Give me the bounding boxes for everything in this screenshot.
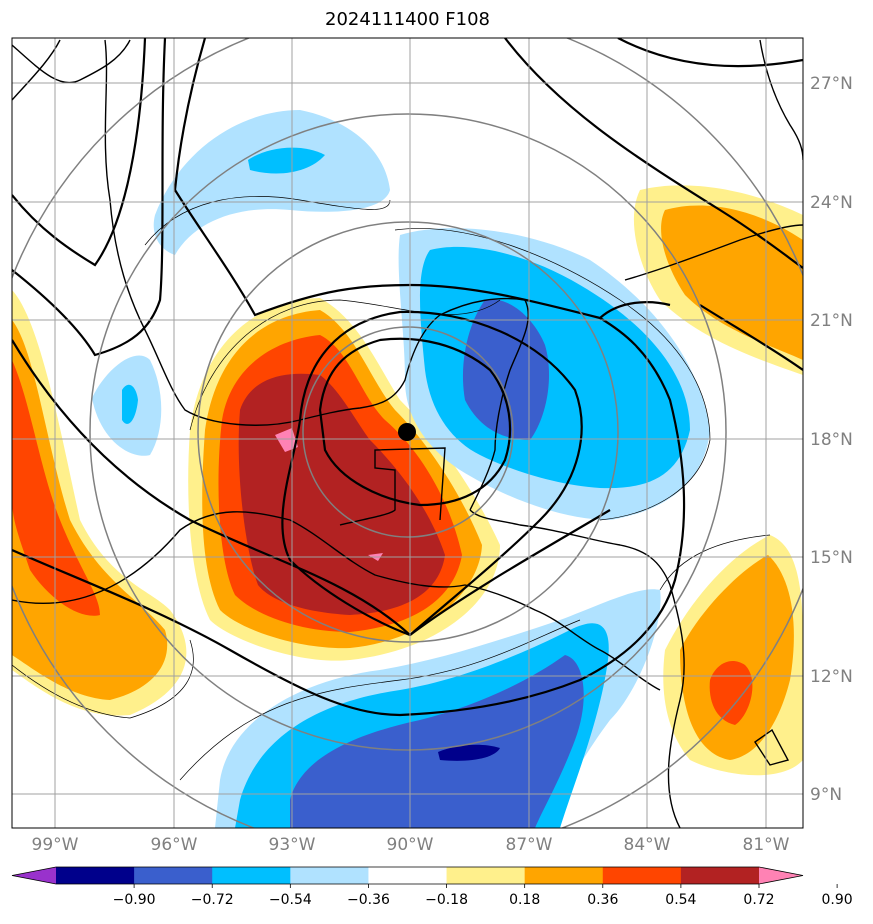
west-negative-036 <box>122 384 138 424</box>
pacific-coast <box>12 511 661 691</box>
lat-tick-label: 9°N <box>810 785 842 805</box>
lon-tick-label: 90°W <box>387 835 434 855</box>
colorbar-segment <box>212 867 291 884</box>
north-mexico-border <box>12 39 61 101</box>
thin-contours <box>12 196 771 781</box>
colorbar-tick-label: −0.36 <box>347 892 390 908</box>
chart-title: 2024111400 F108 <box>325 9 490 30</box>
lon-tick-label: 99°W <box>32 835 79 855</box>
range-ring <box>197 221 619 643</box>
height-contour <box>281 310 583 637</box>
positive-anomaly-max <box>275 428 383 561</box>
east-negative-054 <box>462 299 550 440</box>
lon-tick-label: 96°W <box>151 835 198 855</box>
thin-contour-line <box>189 299 501 431</box>
colorbar-segment <box>446 867 526 884</box>
texas-coast <box>12 39 131 84</box>
gridlines <box>12 38 803 828</box>
colorbar-segment <box>602 867 682 884</box>
thin-contour-line <box>12 639 194 719</box>
colorbar-segment <box>524 867 604 884</box>
north-negative-018 <box>153 110 390 255</box>
range-ring <box>89 113 727 751</box>
colorbar-outline <box>11 866 804 885</box>
mexico-gulf-coast <box>104 39 526 426</box>
lat-tick-label: 27°N <box>810 74 853 94</box>
guatemala-border <box>339 447 446 526</box>
range-ring <box>302 326 514 538</box>
coastlines <box>12 39 803 828</box>
height-contour <box>12 339 611 637</box>
colorbar-tick-label: −0.54 <box>269 892 312 908</box>
anomaly-shading <box>12 110 803 828</box>
lon-tick-label: 81°W <box>743 835 790 855</box>
thin-contour-line <box>179 619 581 781</box>
colorbar-tick-label: 0.72 <box>743 892 774 908</box>
height-contour <box>173 38 207 191</box>
colorbar-tick-label: 0.18 <box>509 892 540 908</box>
colorbar-tick-label: 0.36 <box>587 892 618 908</box>
lat-tick-label: 21°N <box>810 311 853 331</box>
height-contour <box>699 304 803 371</box>
colorbar-segment <box>134 867 213 884</box>
lat-tick-label: 24°N <box>810 193 853 213</box>
lon-labels: 99°W 96°W 93°W 90°W 87°W 84°W 81°W <box>32 835 790 855</box>
colorbar-extend-high <box>759 867 803 884</box>
colorbar-extend-low <box>12 867 56 884</box>
colorbar-segment <box>368 867 448 884</box>
lon-tick-label: 93°W <box>269 835 316 855</box>
map-frame <box>11 37 804 829</box>
height-contour <box>504 38 803 269</box>
lon-tick-label: 84°W <box>624 835 671 855</box>
yucatan-coast <box>469 299 529 511</box>
map-area <box>12 38 803 828</box>
colorbar-tick-label: 0.54 <box>665 892 696 908</box>
south-negative-072 <box>438 744 500 761</box>
lat-tick-label: 15°N <box>810 548 853 568</box>
lat-labels: 27°N 24°N 21°N 18°N 15°N 12°N 9°N <box>810 74 853 805</box>
height-contour <box>12 38 147 267</box>
colorbar-segment <box>290 867 369 884</box>
south-negative-054 <box>290 655 584 828</box>
ne-positive-054 <box>661 205 803 360</box>
colorbar-tick-label: 0.90 <box>822 892 853 908</box>
height-contour <box>12 317 686 717</box>
colorbar-tick-label: −0.72 <box>191 892 234 908</box>
colorbar-segment <box>680 867 760 884</box>
north-negative-036 <box>248 147 325 174</box>
height-contour <box>318 337 512 507</box>
colorbar-tick-label: −0.18 <box>425 892 468 908</box>
lon-tick-label: 87°W <box>506 835 553 855</box>
caribbean-coast <box>469 509 685 828</box>
se-positive-054 <box>680 555 794 760</box>
colorbar: −0.90 −0.72 −0.54 −0.36 −0.18 0.18 0.36 0.54 0.7… <box>11 866 853 908</box>
thin-contour-line <box>144 196 391 246</box>
west-positive-054 <box>12 320 168 700</box>
florida-coast <box>759 39 803 161</box>
se-positive-072 <box>709 660 753 725</box>
cuba-coast <box>624 224 803 281</box>
height-contour <box>174 189 671 320</box>
west-positive-072 <box>12 360 100 616</box>
height-contours <box>12 38 803 717</box>
height-contour <box>617 38 803 68</box>
range-rings <box>12 38 803 828</box>
storm-center-marker <box>398 423 416 441</box>
lat-tick-label: 12°N <box>810 667 853 687</box>
thin-contour-line <box>394 228 711 521</box>
lat-tick-label: 18°N <box>810 430 853 450</box>
height-contour <box>12 38 167 357</box>
colorbar-tick-label: −0.90 <box>113 892 156 908</box>
colorbar-segment <box>56 867 135 884</box>
